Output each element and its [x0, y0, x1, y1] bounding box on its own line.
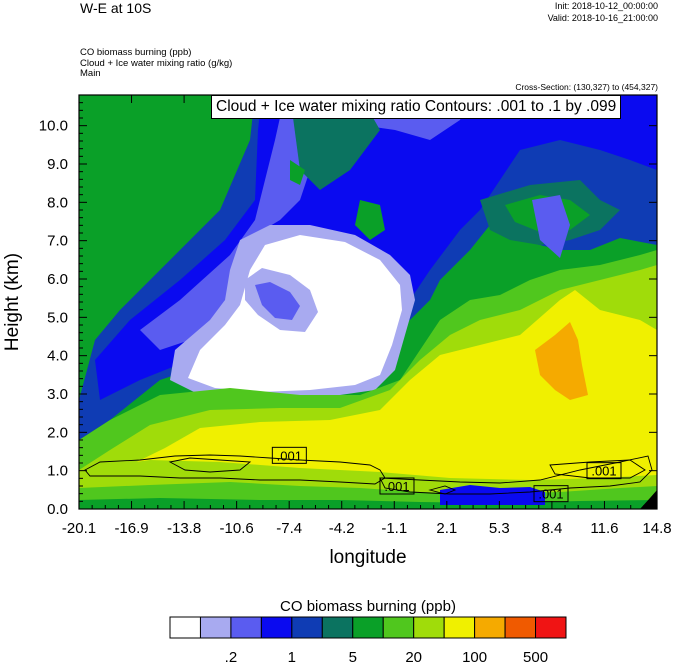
colorbar-label: .2	[225, 649, 238, 666]
colorbar-swatch	[321, 616, 354, 639]
colorbar-label: 500	[523, 649, 548, 666]
colorbar-title: CO biomass burning (ppb)	[280, 598, 456, 615]
y-tick-label: 0.0	[47, 501, 68, 518]
colorbar-swatch	[199, 616, 232, 639]
field-main: Main	[80, 68, 101, 79]
band-yellow	[79, 290, 657, 509]
y-tick-label: 3.0	[47, 386, 68, 403]
colorbar-swatch	[291, 616, 323, 639]
band-white-inner-blue	[255, 282, 300, 320]
x-tick-label: 5.3	[489, 520, 510, 537]
contour-line-5	[428, 485, 457, 495]
band-orange	[535, 322, 588, 400]
band-low-blue	[440, 485, 545, 505]
band-anvil-blue	[532, 195, 570, 258]
field-cloud: Cloud + Ice water mixing ratio (g/kg)	[80, 57, 233, 69]
y-tick-label: 6.0	[47, 271, 68, 288]
x-tick-label: -4.2	[329, 520, 355, 537]
colorbar-swatch	[169, 616, 201, 639]
cloud-contours	[84, 454, 653, 495]
contour-label-box	[533, 485, 569, 503]
cross-section-label: Cross-Section: (130,327) to (454,327)	[515, 82, 658, 92]
x-tick-label: -20.1	[62, 520, 96, 537]
x-axis-label: longitude	[329, 547, 406, 568]
init-time: Init: 2018-10-12_00:00:00	[554, 1, 658, 11]
plot-title: W-E at 10S	[80, 0, 152, 16]
contour-label-box	[586, 462, 622, 480]
contour-line-4	[549, 459, 646, 479]
x-tick-label: -10.6	[220, 520, 254, 537]
x-tick-label: 11.6	[590, 520, 618, 537]
colorbar-label: 100	[462, 649, 487, 666]
field-list: CO biomass burning (ppb) Cloud + Ice wat…	[80, 47, 233, 80]
colorbar-swatch	[413, 616, 445, 639]
contour-label: .001	[538, 487, 563, 502]
axes-layer: -20.1 -16.9 -13.8 -10.6 -7.4 -4.2 -1.1 2.1 5.3 8.…	[2, 95, 672, 568]
terrain	[640, 490, 657, 509]
colorbar-label: 1	[288, 649, 296, 666]
colorbar-swatch	[474, 616, 506, 639]
y-tick-label: 8.0	[47, 194, 68, 211]
y-tick-label: 4.0	[47, 348, 68, 365]
y-tick-label: 5.0	[47, 309, 68, 326]
colorbar-label: 5	[349, 649, 357, 666]
colorbar-swatch	[352, 616, 384, 639]
contour-label: .001	[277, 448, 302, 463]
contour-line-2	[168, 457, 252, 473]
x-tick-label: -13.8	[167, 520, 201, 537]
y-tick-label: 10.0	[39, 118, 68, 135]
colorbar-swatch	[504, 616, 537, 639]
y-tick-label: 2.0	[47, 424, 68, 441]
time-info: Init: 2018-10-12_00:00:00 Valid: 2018-10…	[548, 0, 658, 24]
contour-line-1	[84, 454, 386, 485]
y-axis-label: Height (km)	[2, 253, 23, 351]
x-tick-label: -7.4	[276, 520, 302, 537]
colorbar-swatch	[260, 616, 293, 639]
band-green-mid	[355, 200, 385, 240]
y-tick-label: 1.0	[47, 463, 68, 480]
contour-label: .001	[591, 464, 616, 479]
x-tick-label: 8.4	[541, 520, 562, 537]
x-tick-label: 14.8	[642, 520, 671, 537]
filled-contours	[79, 95, 657, 509]
colorbar-swatch	[382, 616, 415, 639]
x-tick-label: -1.1	[381, 520, 407, 537]
y-tick-label: 9.0	[47, 156, 68, 173]
colorbar-swatch	[535, 616, 567, 639]
colorbar-layer: CO biomass burning (ppb) .2 1 5 20 100 500	[169, 598, 567, 666]
colorbar-swatch	[230, 616, 262, 639]
x-tick-label: 2.1	[436, 520, 457, 537]
contour-label-box	[271, 446, 307, 464]
x-tick-label: -16.9	[114, 520, 148, 537]
valid-time: Valid: 2018-10-16_21:00:00	[547, 13, 658, 23]
band-blue-mid	[140, 95, 470, 350]
y-tick-label: 7.0	[47, 233, 68, 250]
contour-label-box	[379, 477, 415, 495]
colorbar-label: 20	[405, 649, 422, 666]
contour-label-layer: .001 .001 .001 .001	[271, 446, 622, 503]
band-green-top	[290, 160, 305, 185]
colorbar-swatch	[443, 616, 476, 639]
contour-info-box: Cloud + Ice water mixing ratio Contours:…	[211, 95, 622, 119]
field-co: CO biomass burning (ppb)	[80, 47, 192, 58]
contour-label: .001	[384, 479, 409, 494]
